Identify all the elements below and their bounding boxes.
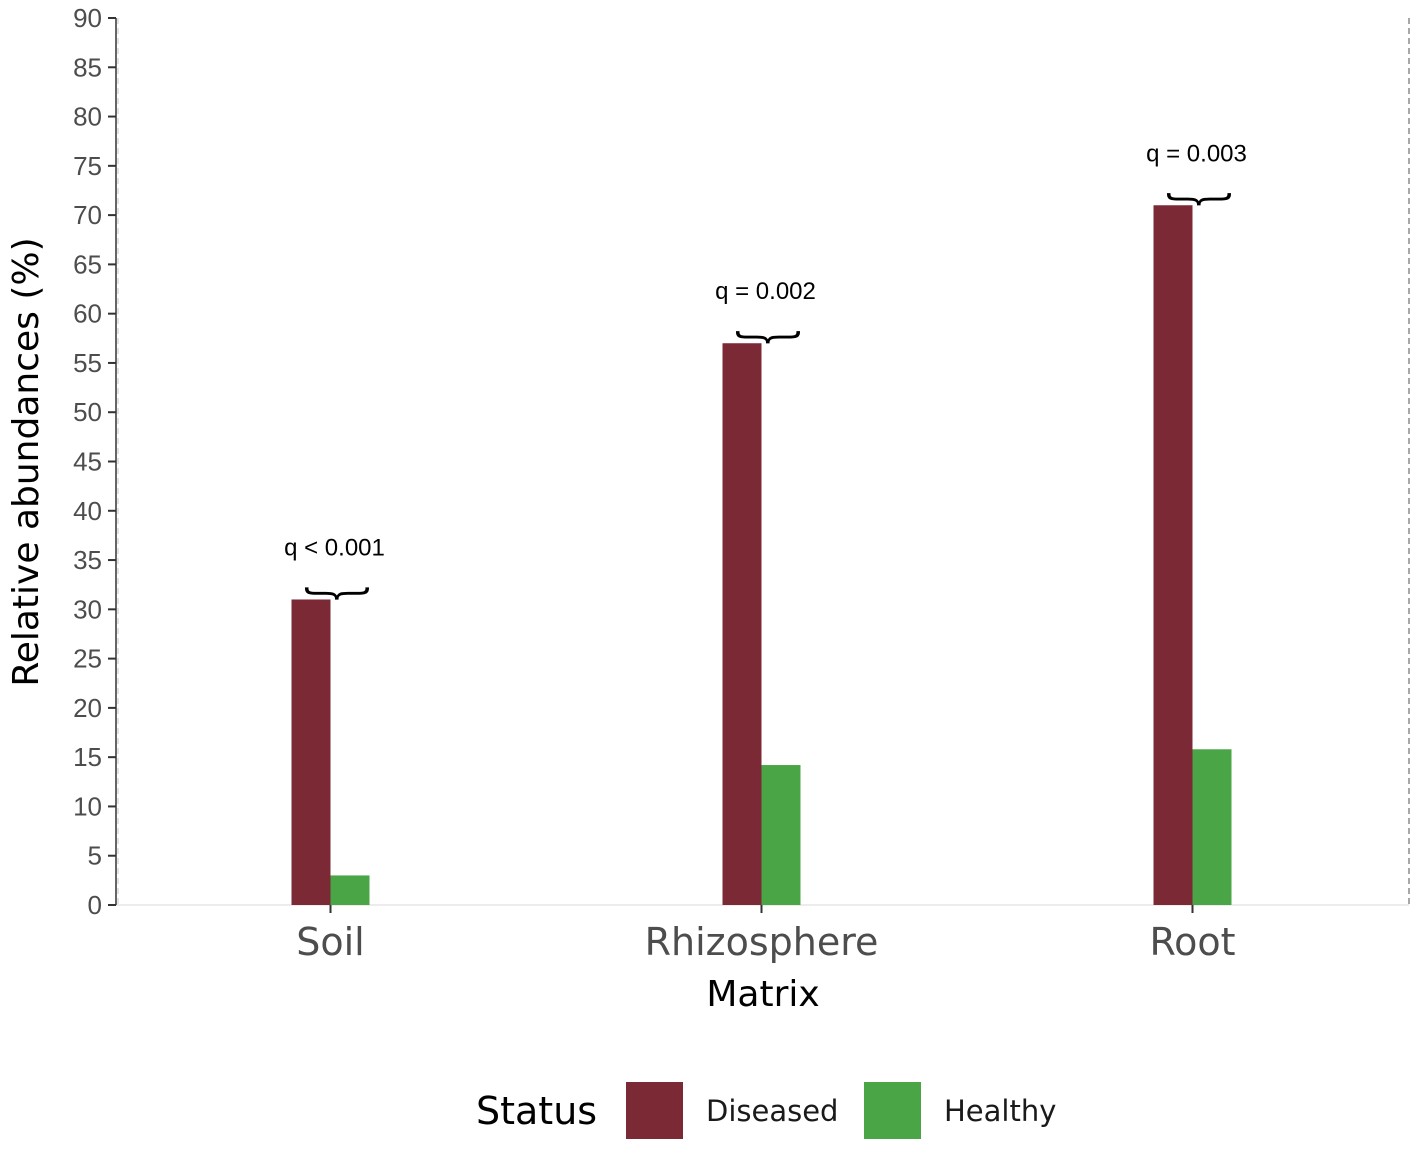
bar-healthy-rhizosphere bbox=[761, 765, 801, 905]
y-tick-label: 10 bbox=[73, 791, 102, 821]
x-axis: Soil Rhizosphere Root bbox=[296, 905, 1236, 964]
legend: Status Diseased Healthy bbox=[476, 1082, 1056, 1139]
legend-swatch-healthy bbox=[864, 1082, 921, 1139]
significance-annotations: { q < 0.001 { q = 0.002 { q = 0.003 bbox=[284, 140, 1247, 603]
y-tick-label: 0 bbox=[88, 890, 102, 920]
y-tick-label: 20 bbox=[73, 693, 102, 723]
significance-brace: { bbox=[724, 327, 805, 347]
significance-brace: { bbox=[1155, 189, 1236, 209]
y-tick-label: 35 bbox=[73, 545, 102, 575]
legend-title: Status bbox=[476, 1089, 597, 1133]
y-tick-label: 85 bbox=[73, 52, 102, 82]
x-tick-label: Soil bbox=[296, 920, 365, 964]
y-axis-title: Relative abundances (%) bbox=[6, 237, 47, 686]
x-axis-title: Matrix bbox=[706, 974, 819, 1015]
x-tick-label: Root bbox=[1149, 920, 1235, 964]
legend-label-diseased: Diseased bbox=[706, 1094, 838, 1128]
x-tick-label: Rhizosphere bbox=[645, 920, 879, 964]
y-tick-label: 75 bbox=[73, 151, 102, 181]
bar-diseased-rhizosphere bbox=[722, 343, 762, 905]
y-tick-label: 50 bbox=[73, 397, 102, 427]
y-tick-label: 15 bbox=[73, 742, 102, 772]
y-tick-label: 30 bbox=[73, 594, 102, 624]
y-tick-label: 55 bbox=[73, 348, 102, 378]
q-value-label: q = 0.002 bbox=[715, 278, 816, 305]
bar-healthy-root bbox=[1192, 749, 1232, 905]
y-tick-label: 40 bbox=[73, 496, 102, 526]
significance-brace: { bbox=[293, 583, 374, 603]
q-value-label: q = 0.003 bbox=[1146, 140, 1247, 167]
y-axis: 0 5 10 15 20 25 30 35 40 45 50 55 60 65 70 75 80 85 90 bbox=[73, 3, 116, 920]
legend-label-healthy: Healthy bbox=[944, 1094, 1056, 1128]
y-tick-label: 5 bbox=[88, 841, 102, 871]
bars bbox=[291, 205, 1232, 905]
bar-diseased-root bbox=[1153, 205, 1193, 905]
q-value-label: q < 0.001 bbox=[284, 534, 385, 561]
y-tick-label: 60 bbox=[73, 299, 102, 329]
y-tick-label: 25 bbox=[73, 644, 102, 674]
y-tick-label: 80 bbox=[73, 102, 102, 132]
bar-diseased-soil bbox=[291, 599, 331, 905]
y-tick-label: 70 bbox=[73, 200, 102, 230]
bar-healthy-soil bbox=[330, 875, 370, 905]
y-tick-label: 65 bbox=[73, 249, 102, 279]
legend-swatch-diseased bbox=[626, 1082, 683, 1139]
y-tick-label: 90 bbox=[73, 3, 102, 33]
y-tick-label: 45 bbox=[73, 447, 102, 477]
